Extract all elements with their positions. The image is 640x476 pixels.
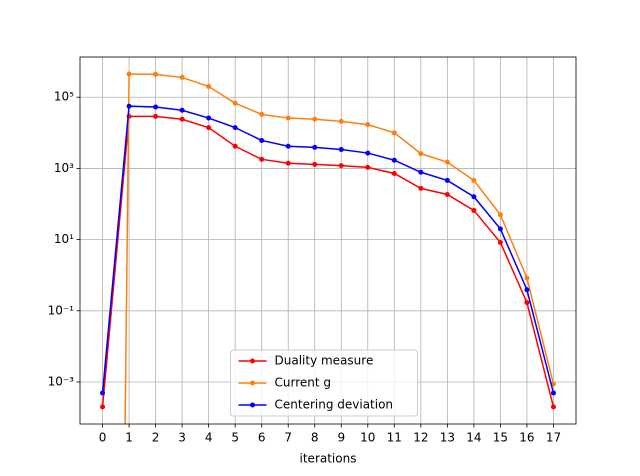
data-point — [285, 160, 291, 166]
x-tick-label: 1 — [125, 431, 133, 445]
data-point — [259, 156, 265, 162]
data-point — [179, 74, 185, 80]
series-line — [101, 115, 555, 408]
data-point — [153, 104, 159, 110]
axes-frame — [79, 56, 577, 425]
data-point — [418, 185, 424, 191]
x-tick-label: 15 — [493, 431, 508, 445]
x-tick-label: 7 — [284, 431, 292, 445]
data-point — [418, 169, 424, 175]
y-tick-label: 10⁵ — [54, 90, 74, 104]
data-point — [232, 125, 238, 131]
x-tick-label: 10 — [360, 431, 375, 445]
data-point — [126, 103, 132, 109]
data-point — [497, 212, 503, 218]
series-line — [101, 105, 555, 394]
data-point — [259, 137, 265, 143]
data-point — [232, 143, 238, 149]
y-tick-label: 10⁻³ — [48, 374, 75, 388]
x-tick-label: 3 — [178, 431, 186, 445]
data-point — [391, 157, 397, 163]
x-tick-label: 4 — [205, 431, 213, 445]
y-tick-label: 10¹ — [54, 232, 74, 246]
data-point — [338, 163, 344, 169]
x-tick-label: 11 — [387, 431, 402, 445]
data-point — [100, 404, 106, 410]
data-point — [524, 287, 530, 293]
x-tick-label: 6 — [258, 431, 266, 445]
data-point — [418, 151, 424, 157]
data-point — [471, 207, 477, 213]
x-tick-label: 16 — [519, 431, 534, 445]
data-point — [524, 300, 530, 306]
x-tick-label: 12 — [413, 431, 428, 445]
data-point — [126, 71, 132, 77]
data-point — [391, 170, 397, 176]
x-tick-label: 8 — [311, 431, 319, 445]
data-point — [550, 404, 556, 410]
legend-marker — [250, 380, 255, 386]
x-tick-label: 14 — [466, 431, 481, 445]
plot-area — [100, 71, 556, 424]
data-point — [153, 113, 159, 119]
data-point — [259, 111, 265, 117]
data-point — [206, 115, 212, 121]
legend-label: Duality measure — [275, 354, 374, 368]
data-point — [100, 390, 106, 396]
legend-box — [230, 349, 418, 417]
data-point — [153, 71, 159, 77]
data-point — [312, 144, 318, 150]
data-point — [179, 116, 185, 122]
data-point — [232, 100, 238, 106]
legend-label: Current g — [275, 376, 332, 390]
data-point — [365, 164, 371, 170]
data-point — [338, 147, 344, 153]
data-point — [550, 390, 556, 396]
data-point — [312, 116, 318, 122]
x-tick-label: 17 — [546, 431, 561, 445]
data-point — [471, 194, 477, 200]
data-point — [444, 159, 450, 165]
data-point — [179, 107, 185, 113]
data-point — [471, 177, 477, 183]
data-point — [524, 275, 530, 281]
data-point — [285, 115, 291, 121]
x-tick-label: 0 — [99, 431, 107, 445]
legend-label: Centering deviation — [275, 398, 394, 412]
x-axis-label: iterations — [300, 452, 357, 466]
y-tick-label: 10³ — [54, 161, 74, 175]
data-point — [365, 122, 371, 128]
x-tick-label: 2 — [152, 431, 160, 445]
series-line — [124, 73, 555, 424]
legend-marker — [250, 402, 255, 408]
data-point — [444, 177, 450, 183]
data-point — [444, 192, 450, 198]
x-tick-label: 5 — [231, 431, 239, 445]
data-point — [285, 143, 291, 149]
data-point — [391, 130, 397, 136]
legend-marker — [250, 358, 255, 364]
data-point — [206, 84, 212, 90]
data-point — [497, 239, 503, 245]
legend: Duality measure Current g Centering deviat… — [230, 349, 418, 417]
x-tick-label: 9 — [337, 431, 345, 445]
data-point — [206, 125, 212, 131]
x-tick-label: 13 — [440, 431, 455, 445]
y-tick-label: 10⁻¹ — [48, 303, 75, 317]
data-point — [338, 118, 344, 124]
data-point — [312, 161, 318, 167]
data-point — [365, 150, 371, 156]
data-point — [497, 226, 503, 232]
